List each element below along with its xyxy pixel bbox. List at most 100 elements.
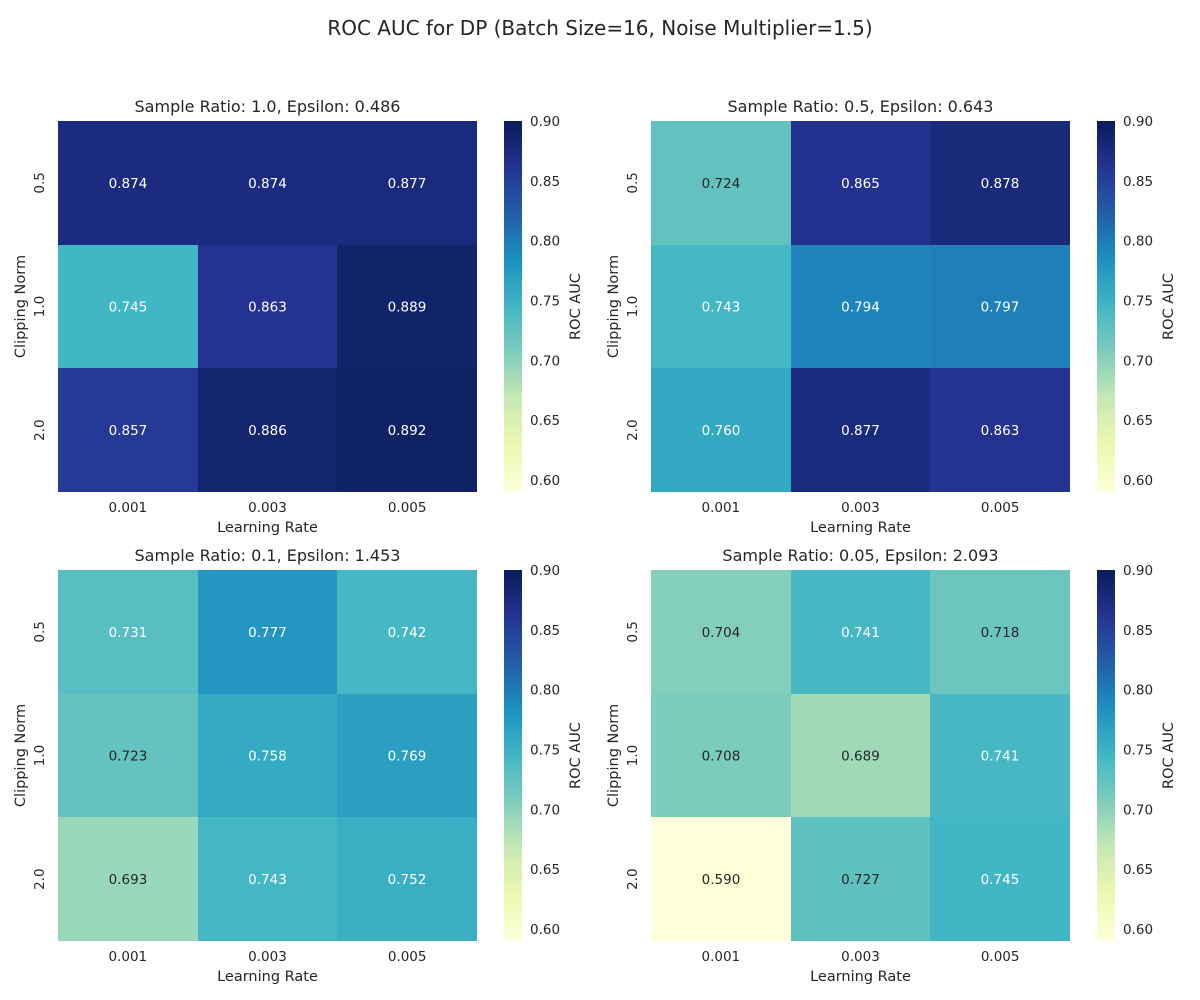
heatmap-cell xyxy=(791,694,930,817)
colorbar-tick-label: 0.60 xyxy=(1123,473,1153,489)
colorbar-tick-label: 0.85 xyxy=(530,623,560,639)
heatmap-cell xyxy=(930,817,1070,941)
colorbar-tick-label: 0.75 xyxy=(530,743,560,759)
colorbar-tick-label: 0.60 xyxy=(530,922,560,938)
cell-value-label: 0.718 xyxy=(981,625,1020,641)
colorbar-tick-label: 0.70 xyxy=(530,353,560,369)
colorbar-label: ROC AUC xyxy=(1161,273,1177,340)
colorbar-tick-label: 0.65 xyxy=(530,413,560,429)
y-tick-label: 0.5 xyxy=(32,621,48,642)
cell-value-label: 0.708 xyxy=(702,749,741,765)
cell-value-label: 0.863 xyxy=(981,423,1020,439)
heatmap-cell xyxy=(337,245,477,368)
heatmap-cell xyxy=(198,570,337,694)
colorbar-tick-label: 0.90 xyxy=(1123,563,1153,579)
cell-value-label: 0.886 xyxy=(248,423,287,439)
heatmap-cell xyxy=(198,368,337,492)
x-tick-label: 0.001 xyxy=(109,500,148,516)
heatmap-panel-2: Sample Ratio: 0.5, Epsilon: 0.643 0.724 0.… xyxy=(606,97,1177,536)
y-axis-label: Clipping Norm xyxy=(606,704,622,807)
panel-title: Sample Ratio: 0.05, Epsilon: 2.093 xyxy=(722,546,998,565)
colorbar-label: ROC AUC xyxy=(568,722,584,789)
colorbar-tick-label: 0.80 xyxy=(530,234,560,250)
colorbar-tick-label: 0.60 xyxy=(530,473,560,489)
heatmap-cell xyxy=(58,570,198,694)
cell-value-label: 0.877 xyxy=(841,423,880,439)
colorbar-tick-label: 0.75 xyxy=(530,294,560,310)
cell-value-label: 0.760 xyxy=(702,423,741,439)
heatmap-panel-1: Sample Ratio: 1.0, Epsilon: 0.486 0.874 0.… xyxy=(13,97,584,536)
x-tick-label: 0.001 xyxy=(702,500,741,516)
colorbar-tick-label: 0.70 xyxy=(1123,353,1153,369)
cell-value-label: 0.743 xyxy=(702,300,741,316)
panel-title: Sample Ratio: 0.1, Epsilon: 1.453 xyxy=(135,546,401,565)
cell-value-label: 0.769 xyxy=(388,749,427,765)
heatmap-cell xyxy=(930,368,1070,492)
x-axis-label: Learning Rate xyxy=(217,520,318,536)
heatmap-cell xyxy=(791,570,930,694)
heatmap-cell xyxy=(198,694,337,817)
y-tick-label: 1.0 xyxy=(32,296,48,317)
cell-value-label: 0.745 xyxy=(109,300,148,316)
heatmap-cell xyxy=(651,245,791,368)
cell-value-label: 0.794 xyxy=(841,300,880,316)
cell-value-label: 0.590 xyxy=(702,872,741,888)
y-axis-label: Clipping Norm xyxy=(13,704,29,807)
colorbar-tick-label: 0.75 xyxy=(1123,294,1153,310)
y-tick-label: 0.5 xyxy=(625,621,641,642)
heatmap-cell xyxy=(791,121,930,245)
panel-title: Sample Ratio: 1.0, Epsilon: 0.486 xyxy=(135,97,401,116)
x-axis-label: Learning Rate xyxy=(810,969,911,985)
heatmap-cell xyxy=(651,817,791,941)
cell-value-label: 0.874 xyxy=(248,176,287,192)
heatmap-cell xyxy=(651,368,791,492)
colorbar-tick-label: 0.70 xyxy=(1123,802,1153,818)
colorbar xyxy=(1097,121,1115,492)
colorbar xyxy=(504,570,522,941)
heatmap-cell xyxy=(58,817,198,941)
cell-value-label: 0.704 xyxy=(702,625,741,641)
colorbar-label: ROC AUC xyxy=(1161,722,1177,789)
y-tick-label: 0.5 xyxy=(32,172,48,193)
heatmap-cell xyxy=(58,694,198,817)
x-tick-label: 0.001 xyxy=(109,949,148,965)
cell-value-label: 0.742 xyxy=(388,625,427,641)
cell-value-label: 0.874 xyxy=(109,176,148,192)
cell-value-label: 0.689 xyxy=(841,749,880,765)
heatmap-cell xyxy=(198,817,337,941)
colorbar-tick-label: 0.85 xyxy=(1123,174,1153,190)
heatmap-cell xyxy=(198,121,337,245)
y-axis-label: Clipping Norm xyxy=(606,255,622,358)
heatmap-cell xyxy=(337,694,477,817)
cell-value-label: 0.878 xyxy=(981,176,1020,192)
heatmap-cell xyxy=(791,368,930,492)
heatmap-cell xyxy=(198,245,337,368)
y-tick-label: 0.5 xyxy=(625,172,641,193)
cell-value-label: 0.727 xyxy=(841,872,880,888)
heatmap-cell xyxy=(651,570,791,694)
heatmap-cell xyxy=(337,121,477,245)
cell-value-label: 0.758 xyxy=(248,749,287,765)
heatmap-panel-4: Sample Ratio: 0.05, Epsilon: 2.093 0.704 0… xyxy=(606,546,1177,985)
heatmap-cell xyxy=(337,570,477,694)
x-tick-label: 0.005 xyxy=(981,949,1020,965)
cell-value-label: 0.777 xyxy=(248,625,287,641)
cell-value-label: 0.877 xyxy=(388,176,427,192)
heatmap-panel-3: Sample Ratio: 0.1, Epsilon: 1.453 0.731 0.… xyxy=(13,546,584,985)
heatmap-cell xyxy=(930,121,1070,245)
heatmap-cell xyxy=(337,368,477,492)
cell-value-label: 0.741 xyxy=(981,749,1020,765)
cell-value-label: 0.865 xyxy=(841,176,880,192)
colorbar-label: ROC AUC xyxy=(568,273,584,340)
colorbar-tick-label: 0.65 xyxy=(1123,413,1153,429)
colorbar-tick-label: 0.85 xyxy=(1123,623,1153,639)
cell-value-label: 0.724 xyxy=(702,176,741,192)
cell-value-label: 0.857 xyxy=(109,423,148,439)
heatmap-cell xyxy=(651,121,791,245)
y-tick-label: 1.0 xyxy=(625,296,641,317)
colorbar-tick-label: 0.60 xyxy=(1123,922,1153,938)
colorbar xyxy=(1097,570,1115,941)
cell-value-label: 0.731 xyxy=(109,625,148,641)
y-tick-label: 1.0 xyxy=(32,745,48,766)
heatmap-cell xyxy=(930,245,1070,368)
